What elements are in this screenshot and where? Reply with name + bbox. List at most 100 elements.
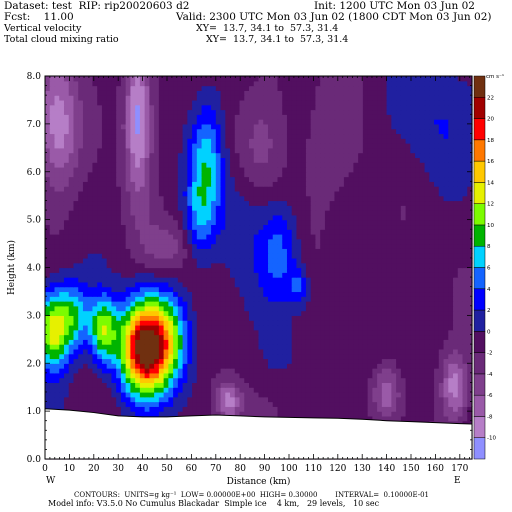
heatmap-cell [239,320,245,326]
heatmap-cell [391,348,397,355]
heatmap-cell [329,324,336,331]
heatmap-cell [120,329,127,336]
heatmap-cell [286,310,293,316]
heatmap-cell [329,310,336,316]
heatmap-cell [154,272,160,278]
heatmap-cell [249,329,255,336]
heatmap-cell [429,210,435,216]
heatmap-cell [320,286,326,293]
heatmap-cell [334,195,340,202]
heatmap-cell [377,315,383,321]
heatmap-cell [106,257,113,264]
heatmap-cell [187,368,193,374]
heatmap-cell [310,353,317,360]
heatmap-cell [78,272,84,278]
heatmap-cell [263,315,269,321]
heatmap-cell [211,210,217,216]
heatmap-cell [168,281,174,288]
heatmap-cell [405,363,411,369]
heatmap-cell [258,257,264,264]
heatmap-cell [78,315,84,321]
heatmap-cell [400,406,407,412]
heatmap-cell [163,358,169,364]
heatmap-cell [111,257,117,264]
heatmap-cell [144,257,150,264]
heatmap-cell [177,291,184,297]
heatmap-cell [415,272,421,278]
heatmap-cell [154,344,160,350]
heatmap-cell [329,277,336,283]
heatmap-cell [419,286,426,293]
heatmap-cell [310,296,317,302]
heatmap-cell [386,382,392,388]
heatmap-cell [377,324,383,331]
heatmap-cell [144,238,150,245]
heatmap-cell [367,219,373,226]
heatmap-cell [305,358,312,364]
heatmap-cell [163,229,169,235]
heatmap-cell [334,411,340,417]
heatmap-cell [462,401,468,407]
heatmap-cell [400,229,407,235]
heatmap-cell [453,301,459,307]
heatmap-cell [111,344,117,350]
heatmap-cell [348,391,354,398]
heatmap-cell [286,262,293,269]
heatmap-cell [101,334,108,340]
heatmap-cell [225,411,231,417]
heatmap-cell [320,396,326,403]
heatmap-cell [381,305,388,312]
heatmap-cell [182,310,188,316]
heatmap-cell [362,415,369,422]
heatmap-cell [424,281,430,288]
heatmap-cell [177,286,184,293]
heatmap-cell [405,344,411,350]
heatmap-cell [358,339,364,345]
heatmap-cell [429,262,435,269]
heatmap-cell [120,324,127,331]
heatmap-cell [339,339,345,345]
heatmap-cell [196,344,203,350]
heatmap-cell [139,329,146,336]
heatmap-cell [372,411,378,417]
heatmap-cell [405,368,411,374]
heatmap-cell [267,320,274,326]
heatmap-cell [130,372,136,379]
heatmap-cell [187,248,193,254]
heatmap-cell [467,315,473,321]
heatmap-cell [324,291,331,297]
heatmap-cell [396,396,402,403]
heatmap-cell [282,210,288,216]
heatmap-cell [68,324,75,331]
heatmap-cell [391,406,397,412]
heatmap-cell [78,324,84,331]
heatmap-cell [120,296,127,302]
heatmap-cell [63,190,70,197]
heatmap-cell [277,262,283,269]
heatmap-cell [182,411,188,417]
heatmap-cell [334,305,340,312]
heatmap-cell [386,219,392,226]
heatmap-cell [215,253,222,259]
heatmap-cell [49,387,56,393]
heatmap-cell [163,214,169,221]
heatmap-cell [73,233,79,240]
heatmap-cell [258,310,264,316]
heatmap-cell [144,339,150,345]
heatmap-cell [377,229,383,235]
heatmap-cell [78,238,84,245]
heatmap-cell [82,238,89,245]
heatmap-cell [215,291,222,297]
heatmap-cell [320,257,326,264]
heatmap-cell [116,233,122,240]
heatmap-cell [201,363,207,369]
heatmap-cell [467,391,473,398]
heatmap-cell [97,262,103,269]
heatmap-cell [301,334,307,340]
heatmap-cell [187,406,193,412]
heatmap-cell [339,320,345,326]
heatmap-cell [139,396,146,403]
heatmap-cell [45,248,51,254]
heatmap-cell [158,339,165,345]
heatmap-cell [78,401,84,407]
